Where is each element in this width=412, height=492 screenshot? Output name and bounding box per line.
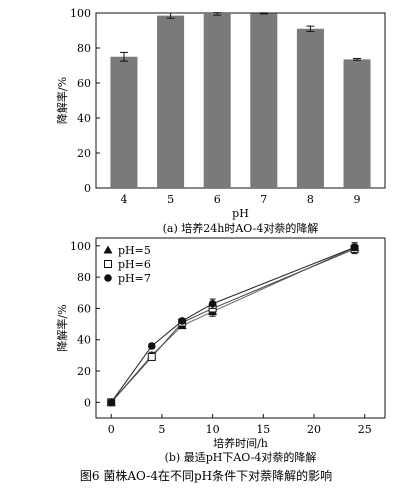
error-bars — [119, 12, 362, 62]
data-point-square — [147, 352, 156, 361]
panel-caption: (a) 培养24h时AO-4对萘的降解 — [163, 221, 319, 235]
y-tick-label: 40 — [77, 334, 91, 347]
x-tick-label: 25 — [358, 423, 372, 436]
y-tick-label: 60 — [77, 302, 91, 315]
bar-chart-panel: 0 20 40 60 80 100 4 5 6 7 8 9 降解率/% pH (a) 培养24h时A… — [55, 7, 386, 235]
x-tick-label: 4 — [120, 193, 127, 206]
legend: pH=5pH=6pH=7 — [103, 244, 151, 285]
line-chart-panel: 0 20 40 60 80 100 0 5 10 15 20 25 pH=5pH=6pH=7 降解率… — [55, 237, 386, 464]
panel-caption: (b) 最适pH下AO-4对萘的降解 — [165, 450, 317, 464]
y-axis-label: 降解率/% — [55, 77, 69, 124]
x-tick-label: 9 — [354, 193, 361, 206]
data-point-circle — [107, 398, 116, 407]
x-tick-label: 6 — [214, 193, 221, 206]
x-axis-ticks: 0 5 10 15 20 25 — [108, 414, 372, 436]
plot-frame — [95, 12, 386, 189]
series-lines — [106, 242, 360, 407]
y-tick-label: 100 — [70, 240, 91, 253]
x-axis-label: 培养时间/h — [213, 436, 268, 450]
data-point-triangle — [103, 245, 113, 254]
x-tick-label: 0 — [108, 423, 115, 436]
data-point-circle — [178, 317, 186, 325]
x-tick-label: 7 — [260, 193, 267, 206]
y-axis-label: 降解率/% — [55, 304, 69, 351]
y-tick-label: 0 — [84, 396, 91, 409]
plot-frame — [95, 237, 386, 419]
y-tick-label: 80 — [77, 42, 91, 55]
x-axis-label: pH — [232, 207, 249, 220]
bar — [157, 15, 185, 188]
bar — [203, 13, 231, 188]
data-point-circle — [147, 342, 156, 350]
y-axis-ticks: 0 20 40 60 80 100 — [70, 240, 100, 409]
legend-label: pH=7 — [118, 272, 151, 285]
bar — [343, 59, 371, 188]
bar — [110, 56, 138, 188]
x-tick-label: 5 — [158, 423, 165, 436]
x-tick-label: 10 — [206, 423, 220, 436]
bar — [296, 28, 324, 188]
data-point-circle — [350, 243, 359, 252]
y-tick-label: 40 — [77, 112, 91, 125]
figure-caption: 图6 菌株AO-4在不同pH条件下对萘降解的影响 — [80, 468, 332, 483]
x-tick-label: 20 — [307, 423, 321, 436]
x-axis-ticks: 4 5 6 7 8 9 — [120, 184, 361, 206]
data-point-circle — [104, 274, 112, 282]
x-tick-label: 8 — [307, 193, 314, 206]
bars — [110, 13, 371, 188]
y-axis-ticks: 0 20 40 60 80 100 — [70, 7, 100, 195]
y-tick-label: 20 — [77, 365, 91, 378]
y-tick-label: 20 — [77, 147, 91, 160]
y-tick-label: 80 — [77, 271, 91, 284]
legend-label: pH=6 — [118, 258, 151, 271]
y-tick-label: 100 — [70, 7, 91, 20]
bar — [250, 13, 278, 188]
y-tick-label: 60 — [77, 77, 91, 90]
y-tick-label: 0 — [84, 182, 91, 195]
x-tick-label: 15 — [256, 423, 270, 436]
data-point-circle — [208, 299, 217, 308]
legend-label: pH=5 — [118, 244, 151, 257]
x-tick-label: 5 — [167, 193, 174, 206]
data-point-square — [104, 260, 112, 268]
